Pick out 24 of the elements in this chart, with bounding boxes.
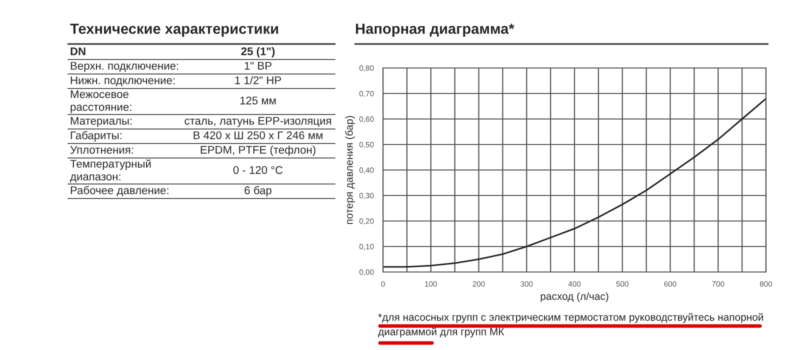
text: 25 (1") [241,47,275,58]
text: 0 - 120 °C [233,166,283,174]
x-axis-title: расход (л/час) [540,292,608,302]
line-series [383,98,766,268]
text: сталь, латунь EPP-изоляция [184,116,331,127]
text: Технические характеристики [70,24,278,37]
text: DN [70,47,86,56]
text: Уплотнения: [70,146,133,154]
text: Материалы: [70,116,132,127]
text: Нижн. подключение: [70,76,175,86]
text: Верхн. подключение: [70,62,178,72]
text: 1 1/2" НР [235,76,282,84]
chart-title: Напорная диаграмма* [356,24,514,37]
text: Рабочее давление: [70,186,168,196]
text: Габариты: [70,131,122,142]
text: 1" ВР [244,62,272,70]
text: *для насосных групп с электрическим термостатом руководствуйтесь напорной диаграммой для групп МК [378,313,764,338]
text: Межосевое расстояние: [70,90,132,114]
text: 6 бар [244,186,272,196]
text: Температурный диапазон: [70,159,151,183]
text: В 420 х Ш 250 х Г 246 мм [194,131,322,140]
text: 125 мм [240,96,276,104]
text: EPDM, PTFE (тефлон) [200,146,316,156]
y-axis-title: потеря давления (бар) [345,116,355,224]
